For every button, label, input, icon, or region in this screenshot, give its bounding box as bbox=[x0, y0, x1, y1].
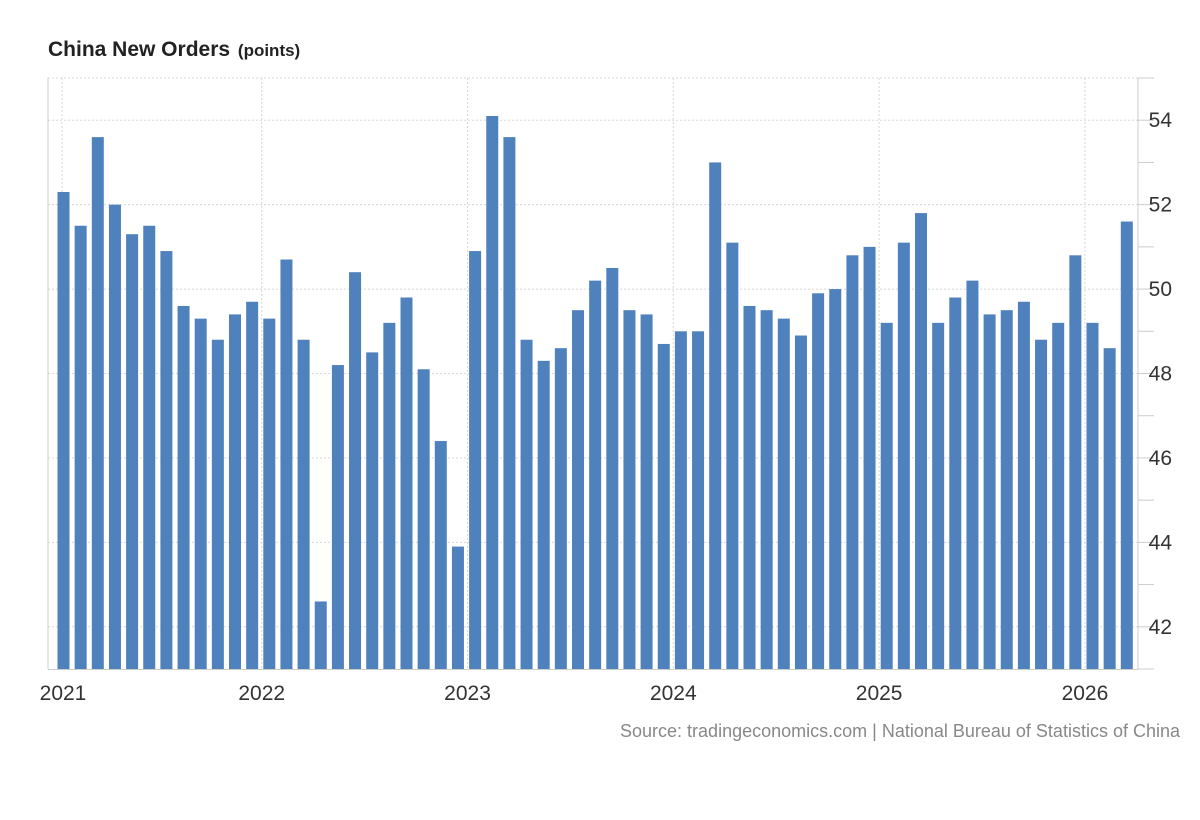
bar[interactable] bbox=[91, 137, 104, 670]
bar[interactable] bbox=[1035, 339, 1048, 669]
bar[interactable] bbox=[1086, 322, 1099, 669]
bar[interactable] bbox=[194, 318, 207, 669]
bar[interactable] bbox=[777, 318, 790, 669]
y-tick-label: 54 bbox=[1149, 109, 1173, 132]
x-tick-label: 2024 bbox=[650, 682, 697, 705]
bar[interactable] bbox=[760, 310, 773, 669]
bar[interactable] bbox=[469, 251, 482, 669]
bar[interactable] bbox=[331, 365, 344, 669]
source-prefix: Source: bbox=[620, 721, 688, 741]
bar[interactable] bbox=[692, 331, 705, 669]
bar[interactable] bbox=[623, 310, 636, 669]
bar[interactable] bbox=[126, 234, 139, 669]
bar[interactable] bbox=[932, 322, 945, 669]
y-tick-label: 44 bbox=[1149, 531, 1173, 554]
bar[interactable] bbox=[143, 225, 156, 669]
bar[interactable] bbox=[1000, 310, 1013, 669]
bar[interactable] bbox=[177, 305, 190, 669]
source-site-link[interactable]: tradingeconomics.com bbox=[687, 721, 868, 741]
bar[interactable] bbox=[486, 115, 499, 670]
x-tick-label: 2025 bbox=[856, 682, 903, 705]
bar[interactable] bbox=[966, 280, 979, 669]
bar[interactable] bbox=[434, 441, 447, 669]
bar[interactable] bbox=[1052, 322, 1065, 669]
bar[interactable] bbox=[829, 289, 842, 669]
x-tick-label: 2026 bbox=[1062, 682, 1109, 705]
bar[interactable] bbox=[537, 360, 550, 669]
bar[interactable] bbox=[726, 242, 739, 669]
bar[interactable] bbox=[280, 259, 293, 669]
bar[interactable] bbox=[57, 191, 70, 670]
bar[interactable] bbox=[297, 339, 310, 669]
x-tick-label: 2021 bbox=[40, 682, 87, 705]
bars-layer bbox=[57, 115, 1133, 670]
y-tick-label: 42 bbox=[1149, 616, 1172, 639]
bar[interactable] bbox=[709, 162, 722, 669]
bar[interactable] bbox=[915, 213, 927, 669]
bar[interactable] bbox=[846, 255, 859, 670]
bar[interactable] bbox=[349, 272, 362, 669]
bar[interactable] bbox=[211, 339, 224, 669]
source-separator: | bbox=[867, 721, 882, 741]
bar[interactable] bbox=[383, 322, 396, 669]
y-tick-label: 52 bbox=[1149, 194, 1172, 217]
bar[interactable] bbox=[263, 318, 276, 669]
bar[interactable] bbox=[1120, 221, 1133, 669]
bar[interactable] bbox=[897, 242, 910, 669]
bar[interactable] bbox=[400, 297, 413, 669]
bar[interactable] bbox=[246, 301, 259, 669]
bar[interactable] bbox=[314, 601, 327, 669]
bar[interactable] bbox=[743, 305, 756, 669]
bar[interactable] bbox=[74, 225, 87, 669]
x-tick-label: 2022 bbox=[238, 682, 285, 705]
bar[interactable] bbox=[1069, 255, 1082, 670]
y-tick-label: 46 bbox=[1149, 447, 1172, 470]
bar[interactable] bbox=[554, 348, 567, 669]
bar[interactable] bbox=[451, 546, 464, 669]
chart-title-unit: (points) bbox=[237, 41, 301, 60]
bar[interactable] bbox=[880, 322, 893, 669]
bar[interactable] bbox=[949, 297, 962, 669]
bar[interactable] bbox=[812, 293, 825, 669]
bar[interactable] bbox=[1017, 301, 1030, 669]
source-agency: National Bureau of Statistics of China bbox=[881, 721, 1180, 741]
bar[interactable] bbox=[794, 335, 807, 669]
bar[interactable] bbox=[366, 352, 379, 669]
chart-title: China New Orders (points) bbox=[48, 38, 300, 62]
source-line: Source: tradingeconomics.com | National … bbox=[620, 721, 1180, 742]
bar[interactable] bbox=[108, 204, 121, 669]
bar[interactable] bbox=[572, 310, 584, 669]
axis-layer bbox=[47, 77, 1154, 670]
bar[interactable] bbox=[674, 331, 687, 669]
bar[interactable] bbox=[160, 251, 173, 669]
labels-layer: 42 44 46 48 50 52 54 2021 2022 2023 2024 2025 2026 bbox=[40, 109, 1173, 705]
bar[interactable] bbox=[417, 369, 430, 669]
bar[interactable] bbox=[983, 314, 996, 669]
bar[interactable] bbox=[589, 280, 602, 669]
bar[interactable] bbox=[520, 339, 533, 669]
bar[interactable] bbox=[863, 246, 876, 670]
bar[interactable] bbox=[606, 267, 619, 669]
bar[interactable] bbox=[657, 343, 670, 669]
chart-title-text: China New Orders bbox=[48, 38, 231, 61]
y-tick-label: 48 bbox=[1149, 363, 1172, 386]
bar[interactable] bbox=[640, 314, 653, 669]
bar[interactable] bbox=[229, 314, 241, 669]
y-tick-label: 50 bbox=[1149, 278, 1172, 301]
bar[interactable] bbox=[1103, 348, 1116, 669]
bar[interactable] bbox=[503, 137, 516, 670]
x-tick-label: 2023 bbox=[444, 682, 491, 705]
